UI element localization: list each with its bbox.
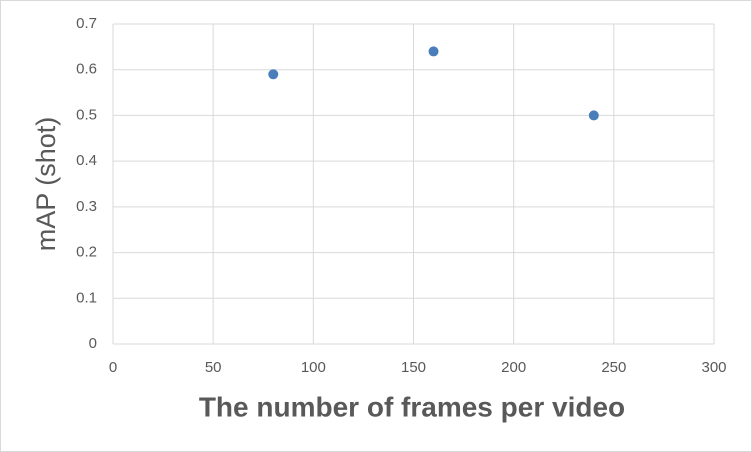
y-tick-label: 0 bbox=[89, 335, 97, 352]
point bbox=[268, 69, 279, 80]
y-tick-label: 0.3 bbox=[76, 198, 97, 215]
y-tick-label: 0.5 bbox=[76, 106, 97, 123]
x-tick-label: 250 bbox=[601, 359, 626, 376]
x-axis-label: The number of frames per video bbox=[199, 391, 625, 422]
x-tick-label: 100 bbox=[301, 359, 326, 376]
y-tick-label: 0.6 bbox=[76, 61, 97, 78]
y-axis-label: mAP (shot) bbox=[31, 117, 61, 252]
y-tick-label: 0.1 bbox=[76, 289, 97, 306]
x-tick-label: 300 bbox=[701, 359, 726, 376]
point bbox=[588, 110, 599, 121]
x-tick-label: 0 bbox=[109, 359, 117, 376]
point bbox=[428, 46, 439, 57]
x-tick-label: 200 bbox=[501, 359, 526, 376]
x-tick-label: 50 bbox=[205, 359, 222, 376]
x-tick-label: 150 bbox=[401, 359, 426, 376]
y-tick-label: 0.2 bbox=[76, 244, 97, 261]
y-tick-label: 0.4 bbox=[76, 152, 97, 169]
y-tick-label: 0.7 bbox=[76, 15, 97, 32]
